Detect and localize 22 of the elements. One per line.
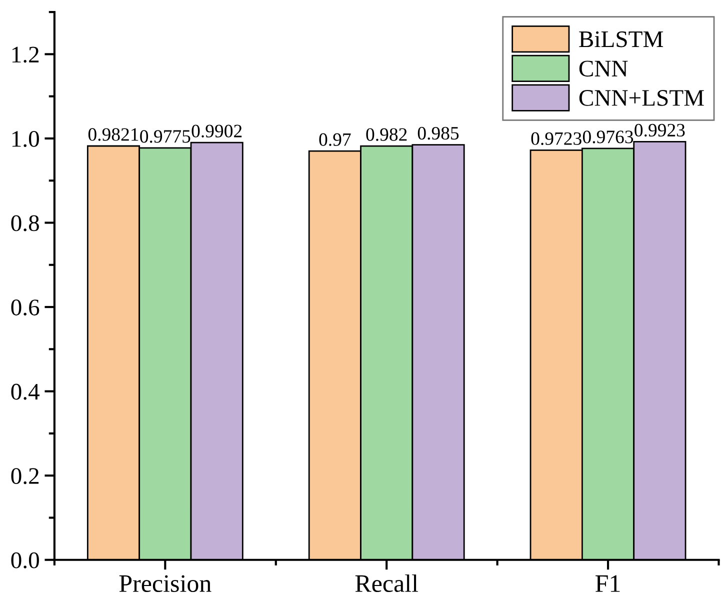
y-tick-label: 1.0 [12, 130, 39, 147]
y-tick-label: 0.2 [11, 468, 39, 484]
legend-label: BiLSTM [579, 31, 664, 48]
data-label: 0.9775 [140, 130, 190, 143]
legend-label: CNN+LSTM [579, 90, 704, 106]
y-tick-label: 0.0 [11, 552, 39, 568]
x-tick-label: F1 [596, 575, 620, 592]
data-label: 0.985 [418, 126, 459, 140]
data-label: 0.9821 [88, 128, 138, 141]
x-tick-label: Precision [119, 575, 212, 592]
data-label: 0.9923 [634, 124, 685, 137]
data-label: 0.982 [366, 128, 407, 141]
data-label: 0.97 [319, 133, 351, 146]
y-tick-label: 1.2 [12, 46, 39, 63]
data-label: 0.9723 [531, 132, 582, 146]
x-tick-label: Recall [355, 574, 418, 592]
legend-label: CNN [579, 60, 628, 77]
y-tick-label: 0.4 [11, 384, 40, 400]
data-label: 0.9902 [192, 124, 242, 138]
y-tick-label: 0.6 [11, 300, 40, 316]
y-tick-label: 0.8 [11, 215, 39, 232]
data-label: 0.9763 [582, 130, 634, 144]
